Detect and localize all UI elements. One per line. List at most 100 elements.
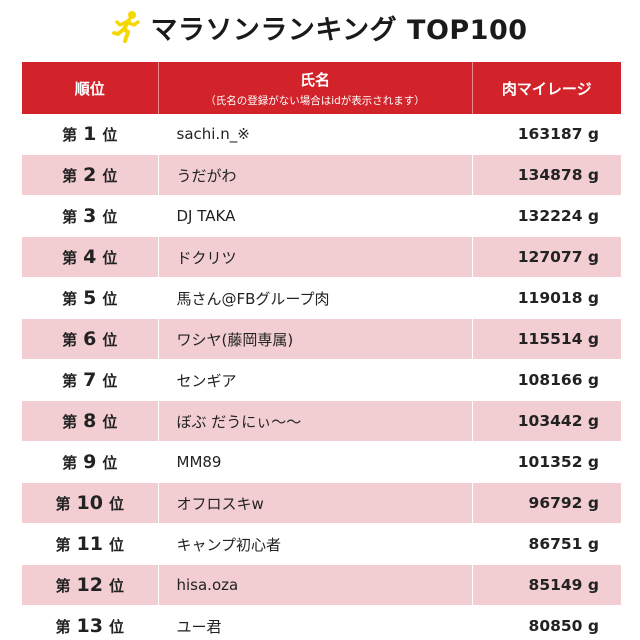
points-value: 134878: [517, 166, 583, 184]
points-unit: g: [587, 248, 599, 266]
rank-cell: 第 10 位: [22, 482, 158, 524]
points-value: 85149: [528, 576, 583, 594]
rank-column-header: 順位: [22, 62, 159, 114]
rank-suffix: 位: [102, 413, 118, 431]
points-value: 127077: [517, 248, 583, 266]
rank-suffix: 位: [102, 249, 118, 267]
table-row: 第 4 位ドクリツ 127077 g: [22, 236, 621, 278]
rank-suffix: 位: [102, 454, 118, 472]
points-cell: 101352 g: [471, 441, 621, 483]
rank-suffix: 位: [102, 372, 118, 390]
rank-suffix: 位: [108, 618, 124, 636]
name-cell: うだがわ: [157, 154, 472, 196]
rank-cell: 第 12 位: [22, 564, 158, 606]
points-value: 108166: [517, 371, 583, 389]
name-column-label: 氏名: [299, 70, 330, 89]
table-row: 第 13 位 ユー君 80850 g: [22, 605, 621, 640]
points-value: 115514: [517, 330, 583, 348]
runner-icon: [112, 11, 141, 44]
points-value: 80850: [528, 617, 583, 635]
points-unit: g: [587, 289, 599, 307]
points-cell: 86751 g: [471, 523, 621, 565]
points-cell: 119018 g: [471, 277, 621, 319]
rank-number: 10: [76, 492, 103, 514]
points-value: 103442: [517, 412, 583, 430]
points-unit: g: [587, 535, 599, 553]
rank-column-label: 順位: [74, 79, 105, 98]
points-cell: 85149 g: [471, 564, 621, 606]
rank-prefix: 第: [62, 372, 78, 390]
rank-prefix: 第: [55, 618, 71, 636]
table-row: 第 5 位馬さん@FBグループ肉 119018 g: [22, 277, 621, 319]
points-value: 119018: [517, 289, 583, 307]
points-cell: 108166 g: [471, 359, 621, 401]
table-row: 第 6 位ワシヤ(藤岡専属) 115514 g: [22, 318, 621, 360]
rank-number: 12: [76, 574, 103, 596]
points-cell: 96792 g: [471, 482, 621, 524]
name-cell: センギア: [157, 359, 472, 401]
points-value: 101352: [517, 453, 583, 471]
name-cell: ぼぶ だうにぃ〜〜: [157, 400, 472, 442]
points-unit: g: [587, 412, 599, 430]
rank-prefix: 第: [62, 290, 78, 308]
table-row: 第 2 位うだがわ 134878 g: [22, 154, 621, 196]
rank-number: 6: [83, 328, 97, 350]
rank-suffix: 位: [102, 290, 118, 308]
name-cell: 馬さん@FBグループ肉: [157, 277, 472, 319]
points-value: 96792: [528, 494, 583, 512]
rank-prefix: 第: [62, 331, 78, 349]
rank-prefix: 第: [55, 536, 71, 554]
rank-suffix: 位: [102, 208, 118, 226]
table-row: 第 7 位センギア 108166 g: [22, 359, 621, 401]
name-cell: キャンプ初心者: [157, 523, 472, 565]
page-title: マラソンランキング TOP100: [150, 14, 528, 46]
points-unit: g: [587, 207, 599, 225]
points-unit: g: [587, 371, 599, 389]
name-cell: ドクリツ: [157, 236, 472, 278]
rank-number: 2: [83, 164, 97, 186]
table-header: 順位 氏名 （氏名の登録がない場合はidが表示されます） 肉マイレージ: [22, 62, 621, 114]
name-cell: オフロスキw: [157, 482, 472, 524]
points-unit: g: [587, 330, 599, 348]
rank-suffix: 位: [102, 126, 118, 144]
points-unit: g: [587, 166, 599, 184]
points-value: 163187: [517, 125, 583, 143]
name-cell: ワシヤ(藤岡専属): [157, 318, 472, 360]
name-column-note: （氏名の登録がない場合はidが表示されます）: [205, 94, 425, 107]
table-body: 第 1 位 sachi.n_※ 163187 g 第 2 位うだがわ 134878 g 第 3 位 DJ…: [22, 114, 621, 640]
rank-number: 1: [83, 123, 97, 145]
points-column-header: 肉マイレージ: [472, 62, 621, 114]
points-cell: 134878 g: [471, 154, 621, 196]
points-unit: g: [587, 617, 599, 635]
name-column-header: 氏名 （氏名の登録がない場合はidが表示されます）: [158, 62, 473, 114]
rank-cell: 第 13 位: [22, 605, 158, 640]
rank-suffix: 位: [108, 495, 124, 513]
name-cell: sachi.n_※: [157, 114, 472, 155]
table-row: 第 10 位オフロスキw 96792 g: [22, 482, 621, 524]
rank-cell: 第 11 位: [22, 523, 158, 565]
rank-suffix: 位: [102, 167, 118, 185]
rank-number: 9: [83, 451, 97, 473]
name-cell: MM89: [157, 441, 472, 483]
title-bar: マラソンランキング TOP100: [0, 6, 640, 48]
points-unit: g: [587, 576, 599, 594]
points-unit: g: [587, 494, 599, 512]
table-row: 第 1 位 sachi.n_※ 163187 g: [22, 114, 621, 155]
points-cell: 127077 g: [471, 236, 621, 278]
rank-prefix: 第: [55, 577, 71, 595]
rank-number: 13: [76, 615, 103, 637]
name-cell: ユー君: [157, 605, 472, 640]
rank-prefix: 第: [62, 167, 78, 185]
name-cell: DJ TAKA: [157, 195, 472, 237]
rank-number: 3: [83, 205, 97, 227]
points-unit: g: [587, 125, 599, 143]
